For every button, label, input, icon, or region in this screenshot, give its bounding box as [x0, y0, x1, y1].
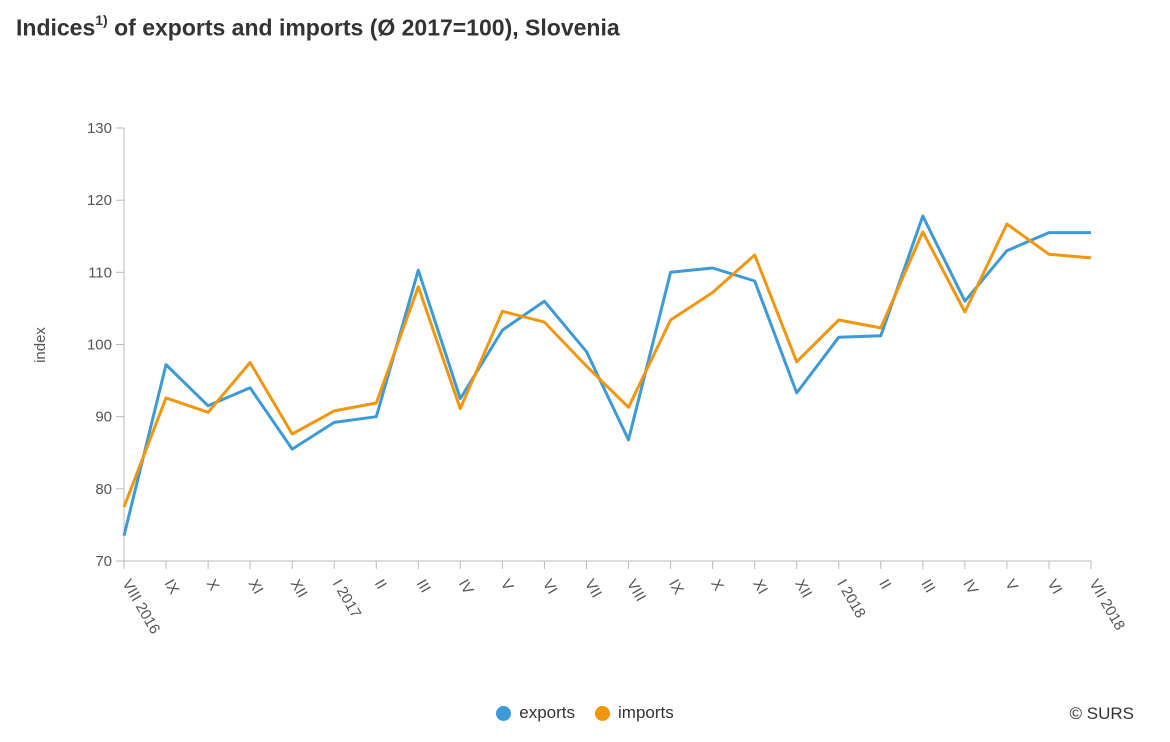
- legend-item-imports[interactable]: imports: [595, 703, 674, 723]
- x-tick-label: IX: [665, 577, 687, 598]
- x-tick-label: II: [371, 577, 390, 593]
- y-tick-label: 130: [87, 120, 112, 137]
- x-tick-label: VII: [581, 577, 605, 601]
- legend-dot-icon: [595, 705, 610, 721]
- x-tick-label: XII: [287, 577, 311, 601]
- title-footnote-mark: 1): [95, 12, 108, 28]
- x-tick-label: IX: [161, 577, 183, 598]
- x-tick-label: VII 2018: [1086, 577, 1129, 634]
- x-tick-label: VI: [539, 577, 561, 598]
- x-tick-label: X: [707, 577, 727, 594]
- x-tick-label: III: [917, 577, 938, 596]
- legend-label: imports: [618, 703, 674, 722]
- x-tick-label: III: [413, 577, 434, 596]
- x-tick-label: VIII 2016: [119, 577, 164, 638]
- series-layer: [122, 214, 1092, 537]
- y-tick-label: 70: [95, 553, 112, 570]
- x-tick-label: XII: [791, 577, 815, 601]
- y-axis: 70 80 90 100 110 120 130: [87, 120, 125, 570]
- title-main: Indices: [16, 14, 96, 41]
- x-tick-label: V: [1001, 577, 1021, 594]
- series-line-exports[interactable]: [122, 214, 1091, 537]
- chart-title: Indices1) of exports and imports (Ø 2017…: [16, 12, 620, 42]
- x-tick-label: IV: [959, 577, 981, 598]
- series-line-imports[interactable]: [122, 222, 1092, 508]
- source-credit: © SURS: [1069, 704, 1134, 723]
- legend-label: exports: [519, 703, 575, 722]
- x-tick-label: XI: [749, 577, 771, 598]
- y-tick-label: 90: [95, 409, 112, 426]
- x-tick-label: IV: [455, 577, 477, 598]
- x-tick-label: V: [497, 577, 517, 594]
- x-tick-label: I 2017: [329, 577, 365, 622]
- x-tick-label: I 2018: [833, 577, 869, 622]
- y-tick-label: 80: [95, 481, 112, 498]
- y-tick-label: 110: [88, 264, 112, 281]
- x-tick-label: X: [203, 577, 223, 594]
- legend-dot-icon: [496, 705, 512, 721]
- y-tick-label: 100: [87, 337, 112, 354]
- x-tick-label: XI: [245, 577, 267, 598]
- x-tick-label: II: [875, 577, 894, 593]
- legend-item-exports[interactable]: exports: [496, 703, 575, 723]
- y-axis-label: index: [32, 327, 49, 363]
- x-tick-label: VIII: [623, 577, 649, 605]
- legend: exports imports: [0, 703, 1170, 726]
- y-tick-label: 120: [87, 192, 112, 209]
- title-rest: of exports and imports (Ø 2017=100), Slo…: [107, 14, 620, 41]
- x-tick-label: VI: [1043, 577, 1065, 598]
